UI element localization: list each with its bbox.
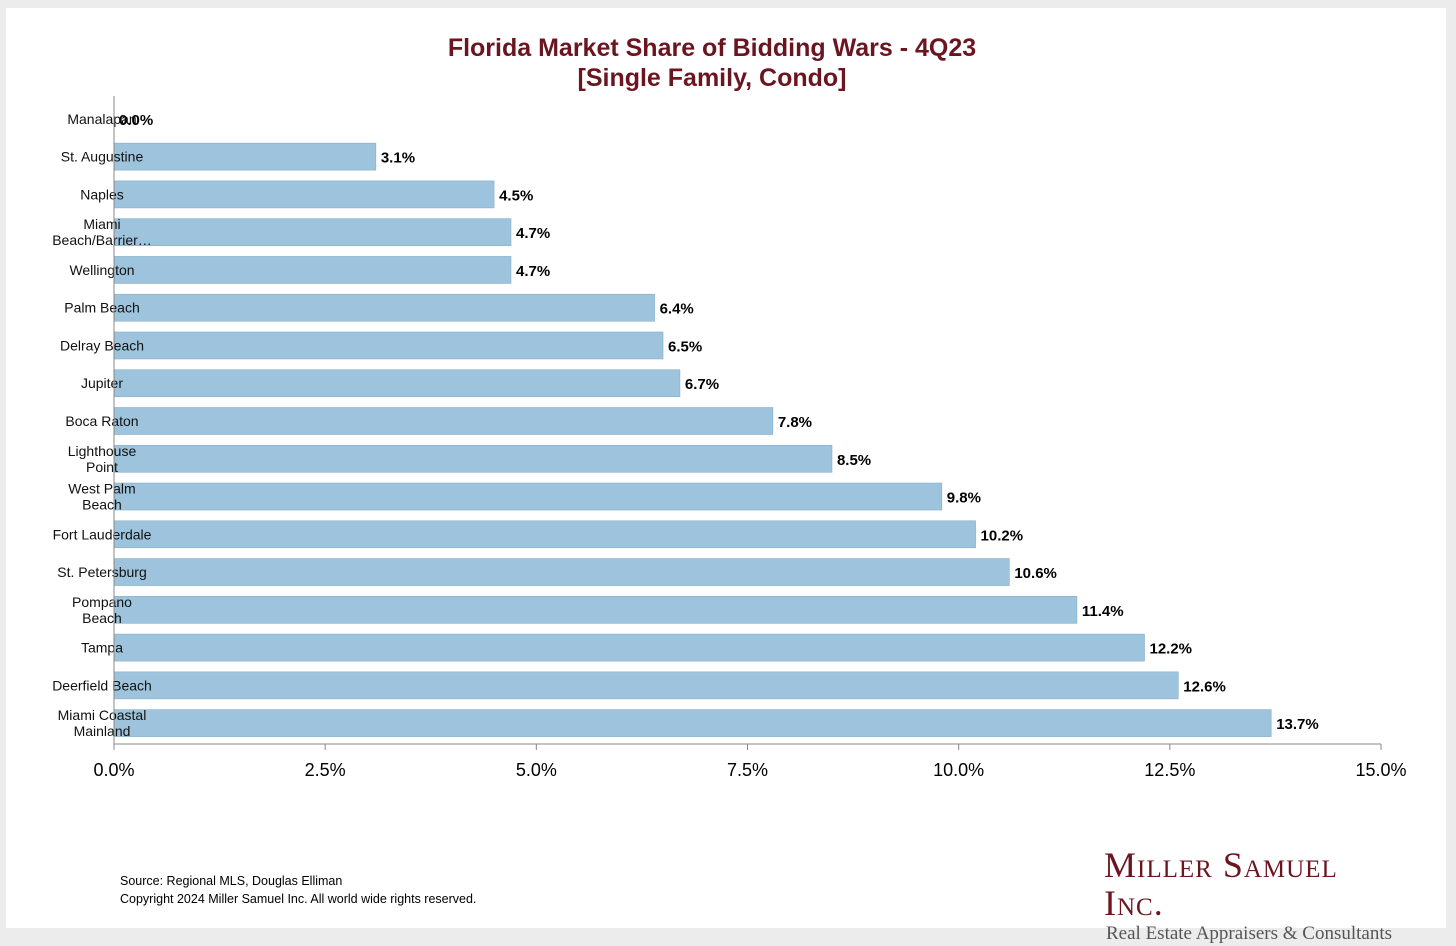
data-label: 4.5% — [499, 187, 533, 204]
bar — [113, 180, 495, 209]
chart-title-line: [Single Family, Condo] — [578, 64, 847, 92]
category-label: Palm Beach — [64, 300, 139, 316]
category-label: Miami — [83, 216, 120, 232]
category-label: Fort Lauderdale — [53, 526, 152, 542]
category-label: Miami Coastal — [58, 707, 147, 723]
data-label: 7.8% — [778, 414, 812, 431]
category-label: Boca Raton — [65, 413, 138, 429]
category-label: Beach — [82, 610, 122, 626]
data-label: 10.6% — [1014, 565, 1057, 582]
bar — [113, 633, 1145, 662]
logo-tagline: Real Estate Appraisers & Consultants — [1106, 923, 1393, 944]
category-label: Lighthouse — [68, 443, 137, 459]
bar — [113, 407, 774, 435]
category-label: Manalapan — [67, 111, 136, 127]
data-label: 6.4% — [660, 301, 694, 318]
x-tick-label: 12.5% — [1144, 760, 1195, 780]
data-label: 4.7% — [516, 263, 550, 280]
bar — [113, 709, 1272, 737]
bar — [113, 293, 655, 322]
x-tick-label: 15.0% — [1355, 760, 1406, 780]
bar — [113, 331, 664, 360]
category-label: Deerfield Beach — [52, 677, 152, 693]
source-note: Source: Regional MLS, Douglas Elliman — [120, 874, 343, 888]
data-label: 12.6% — [1183, 678, 1226, 695]
bars: 0.0%Manalapan 3.1% St. Augustine 4.5% Naples… — [52, 111, 1319, 739]
logo-name: Miller Samuel Inc. — [1104, 845, 1338, 923]
bar — [113, 520, 976, 549]
data-label: 0.0% — [119, 112, 153, 129]
x-tick-label: 0.0% — [93, 760, 134, 780]
bar — [113, 444, 833, 473]
x-tick-label: 10.0% — [933, 760, 984, 780]
bar — [113, 218, 512, 246]
data-label: 3.1% — [381, 150, 415, 167]
bar — [113, 558, 1010, 586]
x-tick-label: 2.5% — [305, 760, 346, 780]
bar — [113, 482, 943, 511]
data-label: 6.5% — [668, 338, 702, 355]
category-label: Pompano — [72, 594, 132, 610]
category-label: Jupiter — [81, 375, 123, 391]
data-label: 4.7% — [516, 225, 550, 242]
category-label: Mainland — [74, 723, 131, 739]
data-label: 10.2% — [981, 527, 1024, 544]
category-label: Naples — [80, 186, 124, 202]
category-label: Delray Beach — [60, 337, 144, 353]
data-label: 8.5% — [837, 452, 871, 469]
bar — [113, 596, 1078, 624]
copyright-note: Copyright 2024 Miller Samuel Inc. All wo… — [120, 892, 477, 906]
category-label: West Palm — [68, 481, 135, 497]
category-label: Point — [86, 459, 118, 475]
company-logo: Miller Samuel Inc. Real Estate Appraiser… — [1104, 846, 1404, 946]
bar — [113, 142, 377, 171]
bar — [113, 256, 512, 284]
chart-frame: Florida Market Share of Bidding Wars - 4… — [6, 8, 1446, 928]
category-label: Tampa — [81, 640, 123, 656]
category-label: Beach — [82, 497, 122, 513]
data-label: 13.7% — [1276, 716, 1319, 733]
category-label: Beach/Barrier… — [52, 232, 152, 248]
bar — [113, 671, 1179, 700]
data-label: 11.4% — [1082, 603, 1124, 620]
x-tick-label: 5.0% — [516, 760, 557, 780]
data-label: 6.7% — [685, 376, 719, 393]
axes: 0.0% 2.5% 5.0% 7.5% 10.0% 12.5% 15.0% — [93, 96, 1407, 780]
category-label: St. Augustine — [61, 149, 144, 165]
bar-chart: Florida Market Share of Bidding Wars - 4… — [52, 34, 1407, 780]
category-label: St. Petersburg — [57, 564, 147, 580]
bar — [113, 369, 681, 398]
chart-title-line: Florida Market Share of Bidding Wars - 4… — [448, 34, 976, 62]
x-tick-label: 7.5% — [727, 760, 768, 780]
chart-title: Florida Market Share of Bidding Wars - 4… — [448, 34, 976, 92]
data-label: 9.8% — [947, 490, 981, 507]
category-label: Wellington — [69, 262, 134, 278]
data-label: 12.2% — [1149, 641, 1192, 658]
